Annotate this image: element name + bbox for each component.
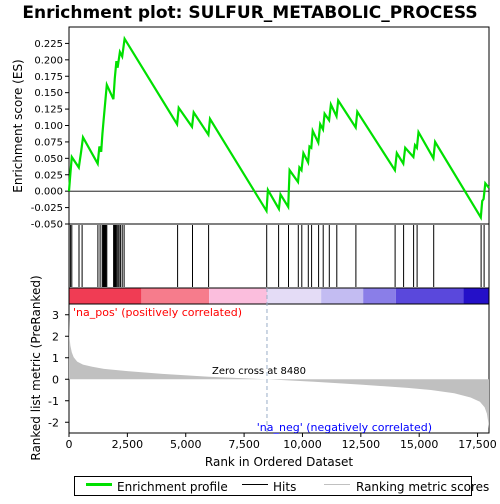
negative-correlation-label: 'na_neg' (negatively correlated) — [257, 421, 432, 434]
legend: Enrichment profile Hits Ranking metric s… — [74, 476, 489, 496]
es-y-tick-label: 0.000 — [34, 187, 63, 198]
es-y-axis-label: Enrichment score (ES) — [11, 59, 25, 192]
ranking-y-tick-label: -2 — [48, 416, 59, 429]
legend-label-ranking-metric: Ranking metric scores — [356, 480, 490, 494]
enrichment-profile-line — [67, 35, 490, 221]
ranking-y-tick-label: 2 — [52, 330, 59, 343]
legend-label-hits: Hits — [273, 480, 297, 494]
heat-bar-segment — [69, 288, 142, 304]
rank-x-axis-label: Rank in Ordered Dataset — [205, 455, 353, 469]
es-y-tick-label: 0.050 — [34, 154, 63, 165]
ranking-panel-frame — [68, 303, 490, 434]
ranking-y-tick-label: 1 — [52, 352, 59, 365]
rank-x-tick-label: 12,500 — [342, 438, 381, 451]
rank-x-tick-label: 0 — [66, 438, 73, 451]
legend-swatch-ranking-metric — [324, 484, 350, 485]
heat-bar-segment — [209, 288, 267, 304]
heat-bar-segment — [363, 288, 396, 304]
es-y-tick-label: 0.075 — [34, 137, 63, 148]
ranking-y-axis-label: Ranked list metric (PreRanked) — [29, 275, 43, 460]
positive-correlation-label: 'na_pos' (positively correlated) — [73, 306, 242, 319]
legend-swatch-hits — [242, 484, 268, 485]
heat-bar-segment — [463, 288, 489, 304]
hit-markers — [69, 225, 485, 287]
heat-bar-segment — [266, 288, 322, 304]
ranking-heat-bar — [68, 287, 490, 305]
es-y-tick-label: 0.025 — [34, 170, 63, 181]
rank-x-tick-label: 17,500 — [458, 438, 497, 451]
heat-bar-segment — [141, 288, 210, 304]
es-y-axis: -0.050 -0.025 0.000 0.025 0.050 0.075 0.100 0.1… — [31, 39, 69, 231]
rank-x-tick-label: 2,500 — [112, 438, 144, 451]
rank-x-tick-label: 7,500 — [228, 438, 260, 451]
es-y-tick-label: 0.175 — [34, 72, 63, 83]
ranking-metric-panel: -2 -1 0 1 2 3 0 2,500 5,000 7,500 10,000 12,500 15,… — [29, 275, 497, 469]
es-y-tick-label: 0.225 — [34, 39, 63, 50]
ranking-y-tick-label: 0 — [52, 373, 59, 386]
es-y-tick-label: 0.100 — [34, 121, 63, 132]
legend-swatch-enrichment-profile — [86, 483, 112, 486]
es-y-tick-label: 0.200 — [34, 55, 63, 66]
ranking-y-axis: -2 -1 0 1 2 3 — [48, 309, 69, 429]
rank-x-tick-label: 10,000 — [283, 438, 322, 451]
rank-x-tick-label: 15,000 — [400, 438, 439, 451]
es-y-tick-label: 0.125 — [34, 105, 63, 116]
heat-bar-segment — [395, 288, 464, 304]
ranking-y-tick-label: 3 — [52, 309, 59, 322]
legend-label-enrichment-profile: Enrichment profile — [117, 480, 228, 494]
zero-cross-label: Zero cross at 8480 — [212, 366, 306, 377]
hits-panel — [68, 223, 490, 305]
es-y-tick-label: 0.150 — [34, 88, 63, 99]
heat-bar-segment — [321, 288, 364, 304]
rank-x-tick-label: 5,000 — [170, 438, 202, 451]
es-y-tick-label: -0.025 — [31, 203, 63, 214]
rank-x-axis: 0 2,500 5,000 7,500 10,000 12,500 15,000 17,500 — [66, 433, 497, 451]
ranking-y-tick-label: -1 — [48, 395, 59, 408]
es-panel: -0.050 -0.025 0.000 0.025 0.050 0.075 0.100 0.1… — [11, 26, 490, 231]
es-panel-frame — [68, 26, 490, 225]
es-y-tick-label: -0.050 — [31, 220, 63, 231]
chart-title: Enrichment plot: SULFUR_METABOLIC_PROCES… — [22, 3, 477, 23]
